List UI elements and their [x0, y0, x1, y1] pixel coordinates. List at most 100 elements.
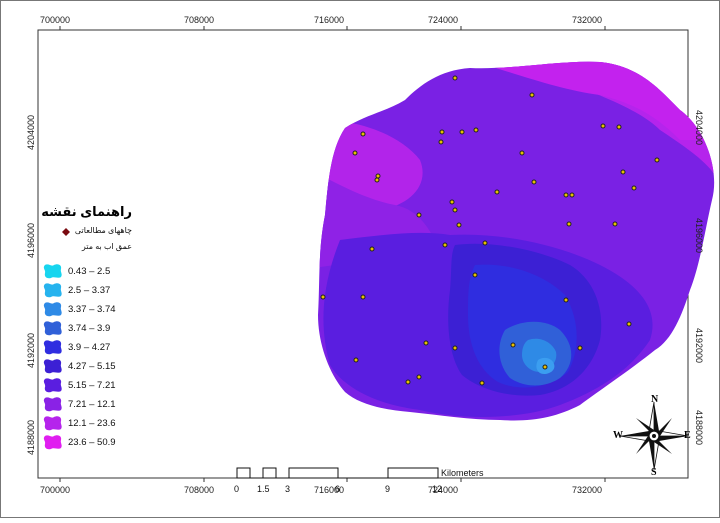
legend-class-label: 12.1 – 23.6: [68, 418, 116, 429]
legend-class-label: 0.43 – 2.5: [68, 266, 111, 277]
well-point: [369, 246, 375, 252]
wells-layer: [320, 75, 660, 386]
scale-label: 1.5: [257, 484, 270, 494]
legend-class-item: 5.15 – 7.21: [40, 377, 150, 395]
x-tick-label: 708000: [184, 485, 215, 495]
scale-bar: [236, 467, 439, 479]
legend-class-label: 2.5 – 3.37: [68, 285, 111, 296]
legend-swatch-icon: [43, 321, 62, 336]
legend-class-label: 3.9 – 4.27: [68, 342, 111, 353]
legend-swatch-icon: [43, 359, 62, 374]
frame-ticks: [59, 26, 606, 482]
scale-label: 0: [234, 484, 240, 494]
well-point: [374, 177, 380, 183]
legend-swatch-icon: [43, 378, 62, 393]
scale-label: 3: [285, 484, 291, 494]
well-point: [563, 192, 569, 198]
x-tick-label: 700000: [40, 485, 71, 495]
legend-swatch-icon: [43, 416, 62, 431]
x-tick-label: 732000: [572, 15, 603, 25]
y-tick-label: 4192000: [26, 332, 36, 368]
well-point: [482, 240, 488, 246]
well-point: [352, 150, 358, 156]
y-tick-label: 4196000: [26, 222, 36, 258]
well-point: [529, 92, 535, 98]
x-tick-label: 724000: [428, 485, 459, 495]
well-point: [510, 342, 516, 348]
y-tick-label: 4196000: [694, 218, 704, 254]
legend-class-item: 3.74 – 3.9: [40, 320, 150, 338]
x-tick-label: 716000: [314, 485, 345, 495]
well-point: [531, 179, 537, 185]
legend-swatch-icon: [43, 283, 62, 298]
y-tick-label: 4188000: [26, 419, 36, 455]
x-tick-label: 724000: [428, 15, 459, 25]
legend-swatch-icon: [43, 302, 62, 317]
well-point: [569, 192, 575, 198]
legend-class-item: 0.43 – 2.5: [40, 263, 150, 281]
well-point: [353, 357, 359, 363]
y-tick-label: 4192000: [694, 328, 704, 364]
well-point: [452, 345, 458, 351]
y-tick-label: 4188000: [694, 410, 704, 446]
legend-class-item: 12.1 – 23.6: [40, 415, 150, 433]
x-tick-label: 700000: [40, 15, 71, 25]
legend-wells-label: چاههای مطالعاتی: [74, 226, 132, 235]
well-point: [320, 294, 326, 300]
compass-west: W: [613, 430, 623, 441]
well-point: [616, 124, 622, 130]
scale-label: 12: [432, 484, 443, 494]
well-point: [577, 345, 583, 351]
well-point: [600, 123, 606, 129]
well-point: [654, 157, 660, 163]
legend-class-item: 3.37 – 3.74: [40, 301, 150, 319]
legend-swatch-icon: [43, 264, 62, 279]
well-point: [360, 294, 366, 300]
well-point: [416, 374, 422, 380]
well-point: [360, 131, 366, 137]
scale-unit: Kilometers: [441, 468, 484, 478]
well-point: [563, 297, 569, 303]
legend-class-item: 23.6 – 50.9: [40, 434, 150, 452]
well-point: [405, 379, 411, 385]
legend-swatch-icon: [43, 435, 62, 450]
well-point: [519, 150, 525, 156]
compass-east: E: [684, 430, 691, 441]
well-point: [479, 380, 485, 386]
well-point: [566, 221, 572, 227]
well-point: [438, 139, 444, 145]
scale-label: 9: [385, 484, 391, 494]
well-point: [452, 75, 458, 81]
legend-class-label: 4.27 – 5.15: [68, 361, 116, 372]
x-tick-label: 716000: [314, 15, 345, 25]
legend-title: راهنمای نقشه: [41, 204, 132, 219]
well-point: [416, 212, 422, 218]
well-point: [631, 185, 637, 191]
legend-depth-label: عمق اب به متر: [81, 242, 132, 251]
legend-swatch-icon: [43, 340, 62, 355]
well-point: [439, 129, 445, 135]
x-tick-label: 708000: [184, 15, 215, 25]
legend-class-label: 5.15 – 7.21: [68, 380, 116, 391]
well-point: [620, 169, 626, 175]
well-point: [612, 221, 618, 227]
well-point: [423, 340, 429, 346]
well-point: [473, 127, 479, 133]
x-tick-label: 732000: [572, 485, 603, 495]
compass-south: S: [651, 467, 657, 478]
well-point: [375, 173, 381, 179]
legend-class-item: 4.27 – 5.15: [40, 358, 150, 376]
north-arrow-icon: [619, 401, 689, 471]
legend-wells-entry: چاههای مطالعاتی: [40, 226, 140, 238]
legend-class-label: 3.37 – 3.74: [68, 304, 116, 315]
well-point: [452, 207, 458, 213]
compass-north: N: [651, 394, 659, 405]
legend-class-label: 3.74 – 3.9: [68, 323, 111, 334]
y-tick-label: 4204000: [26, 114, 36, 150]
map-legend: راهنمای نقشه چاههای مطالعاتی عمق اب به م…: [40, 204, 140, 450]
well-point: [459, 129, 465, 135]
y-tick-label: 4204000: [694, 110, 704, 146]
well-point: [626, 321, 632, 327]
